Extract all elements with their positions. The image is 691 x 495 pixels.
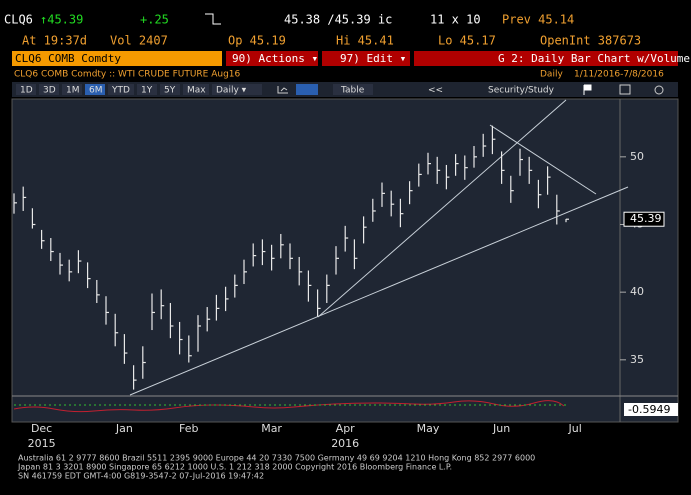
period-button[interactable] [160,84,180,95]
trendlines [129,99,629,396]
last-price-label: 45.39 [630,212,662,225]
high: Hi 45.41 [336,34,394,48]
period-button[interactable] [39,84,59,95]
x-year-label: 2015 [28,437,56,450]
footer: Australia 61 2 9777 8600 Brazil 5511 239… [17,454,535,481]
low: Lo 45.17 [438,34,496,48]
description: CLQ6 COMB Comdty :: WTI CRUDE FUTURE Aug… [14,70,241,80]
edit-button[interactable] [322,51,410,66]
period-button-label: 1D [20,86,33,96]
chart-panel [11,98,679,423]
x-tick-label: Feb [179,422,198,435]
period-button-label: 5Y [164,86,176,96]
trendline [129,186,629,396]
period: Daily [540,70,563,80]
x-tick-label: Jan [115,422,133,435]
footer-line: SN 461759 EDT GMT-4:00 G819-3547-2 07-Ju… [18,472,264,481]
security-box[interactable] [12,51,222,66]
period-button[interactable] [85,84,105,95]
x-tick-label: Dec [31,422,52,435]
indicator-box [624,403,678,416]
indicator-value: -0.5949 [628,403,670,416]
x-year-label: 2016 [331,437,359,450]
open: Op 45.19 [228,34,286,48]
x-tick-label: Apr [336,422,356,435]
period-button-label: 1Y [141,86,153,96]
table-label: Table [340,86,365,96]
y-tick-label: 50 [630,150,644,163]
security-study[interactable]: Security/Study [488,86,555,96]
nav-back[interactable]: << [428,86,443,96]
ticker: CLQ6 [4,13,33,27]
period-button[interactable] [137,84,157,95]
y-tick-label: 40 [630,285,644,298]
chart-title: G 2: Daily Bar Chart w/Volume [498,52,690,65]
trendline [489,124,597,195]
x-tick-label: Mar [261,422,282,435]
x-tick-label: May [417,422,440,435]
security: CLQ6 COMB Comdty [15,52,121,65]
flag-icon[interactable] [583,84,592,95]
edit-label: 97) Edit ▾ [340,52,406,65]
settings-icon[interactable] [654,85,664,95]
size: 11 x 10 [430,13,481,27]
table-button[interactable] [333,84,373,95]
x-tick-label: Jul [568,422,582,435]
actions-label: 90) Actions ▾ [232,52,318,65]
period-button[interactable] [108,84,134,95]
period-button[interactable] [16,84,36,95]
volume: Vol 2407 [110,34,168,48]
footer-line: Australia 61 2 9777 8600 Brazil 5511 239… [18,454,535,463]
period-button[interactable] [62,84,82,95]
x-tick-label: Jun [492,422,510,435]
change: +.25 [140,13,169,27]
time: At 19:37d [22,34,87,48]
period-button-label: 3D [43,86,56,96]
period-buttons: 1D 3D 1M 6M YTD 1Y 5Y Max Daily ▾ [16,84,262,96]
last-price: ↑45.39 [40,13,83,27]
prev: Prev 45.14 [502,13,574,27]
edit-icon[interactable] [619,84,631,95]
bid-ask: 45.38 /45.39 ic [284,13,392,27]
y-tick-label: 35 [630,353,644,366]
period-button-label: 1M [66,86,80,96]
period-button[interactable] [212,84,262,95]
actions-button[interactable] [226,51,318,66]
line-icon [277,86,288,94]
chart-title-bar [414,51,678,66]
range: 1/11/2016-7/8/2016 [574,70,664,80]
footer-line: Japan 81 3 3201 8900 Singapore 65 6212 1… [17,463,452,472]
period-button[interactable] [183,84,209,95]
period-button-label: Daily ▾ [216,86,247,96]
trendline [317,99,567,318]
last-price-box [623,211,665,227]
indicator-line [13,400,565,413]
period-button-label: YTD [111,86,130,96]
sparkline-icon [205,13,221,25]
period-button-label: 6M [89,86,103,96]
open-interest: OpenInt 387673 [540,34,641,48]
period-button-label: Max [187,86,206,96]
study-icon[interactable] [296,84,318,95]
